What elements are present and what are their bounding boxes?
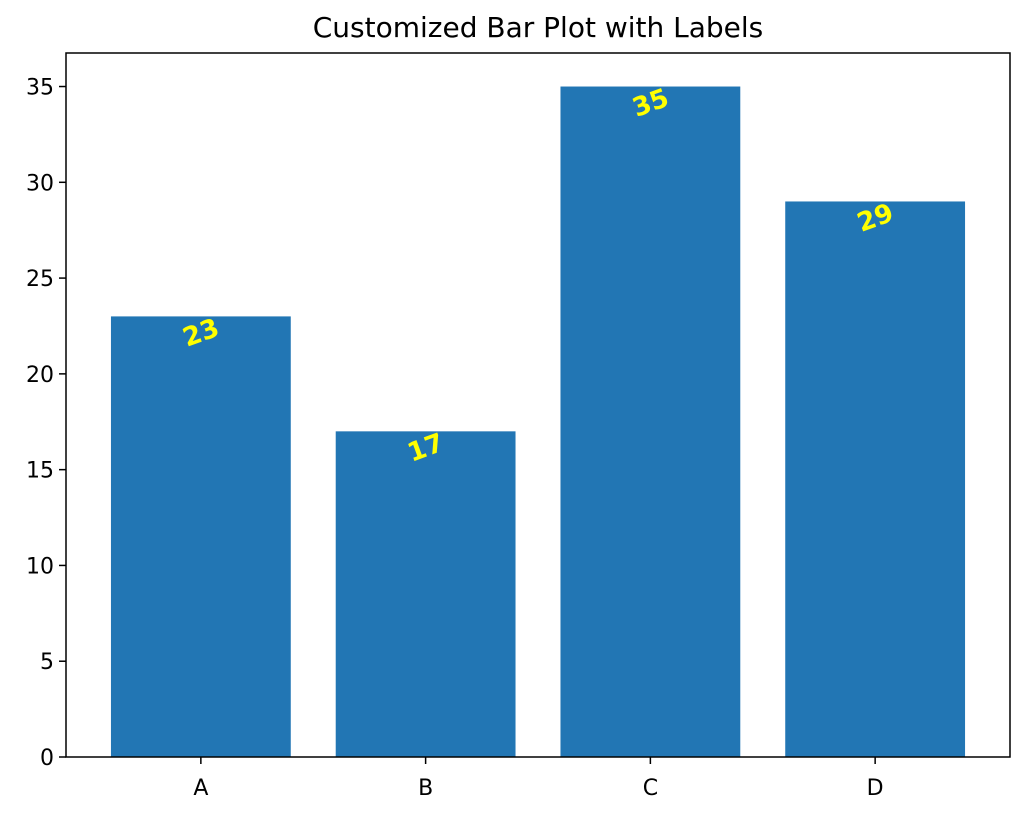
x-tick-label: D	[867, 776, 884, 801]
x-tick-label: B	[418, 776, 433, 801]
y-tick-label: 10	[26, 554, 54, 579]
y-tick-label: 20	[26, 363, 54, 388]
y-tick-label: 0	[40, 746, 54, 771]
y-tick-label: 15	[26, 459, 54, 484]
bar-B	[335, 431, 516, 757]
bar-A	[110, 316, 291, 757]
y-tick-label: 35	[26, 76, 54, 101]
bar-C	[560, 86, 741, 758]
y-tick-label: 25	[26, 267, 54, 292]
chart-title: Customized Bar Plot with Labels	[313, 11, 764, 44]
y-tick-label: 5	[40, 650, 54, 675]
y-tick-label: 30	[26, 171, 54, 196]
axes-group: 0 5 10 15 20 25 30 35 A B C D	[26, 52, 1011, 801]
x-tick-label: C	[643, 776, 658, 801]
plot-frame	[65, 52, 1011, 758]
bar-D	[785, 201, 966, 757]
x-tick-label: A	[193, 776, 208, 801]
bars-group	[110, 86, 966, 758]
